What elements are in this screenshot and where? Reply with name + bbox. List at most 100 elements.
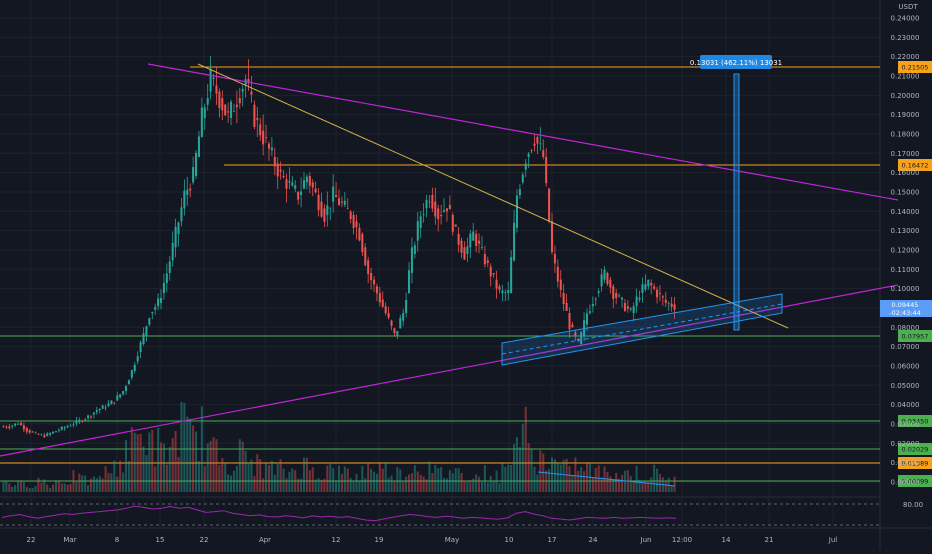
volume-bar (653, 464, 656, 492)
candle-body (443, 210, 446, 212)
price-tick-label: 0.00000 (891, 478, 920, 486)
candle-body (440, 215, 443, 217)
volume-bar (515, 437, 519, 492)
candle-body (550, 221, 554, 253)
volume-bar (498, 482, 501, 492)
candle-body (63, 427, 66, 429)
volume-bar (375, 473, 378, 492)
time-tick-label: 19 (375, 536, 384, 544)
volume-bar (17, 481, 20, 492)
candle-body (136, 356, 139, 362)
candle-body (159, 298, 163, 303)
volume-bar (247, 464, 250, 492)
candle-body (405, 299, 408, 313)
volume-bar (232, 470, 235, 492)
volume-bar (291, 468, 294, 492)
volume-bar (87, 485, 90, 492)
candle-body (294, 185, 297, 189)
volume-bar (419, 474, 422, 492)
volume-bar (483, 465, 486, 492)
candle-body (454, 224, 457, 227)
volume-bar (337, 465, 341, 492)
volume-bar (600, 477, 603, 492)
volume-bar (518, 447, 521, 492)
volume-bar (133, 432, 136, 492)
volume-bar (57, 480, 60, 492)
candle-body (282, 176, 285, 178)
volume-bar (37, 477, 40, 492)
volume-bar (270, 460, 273, 492)
candle-body (291, 182, 294, 186)
candle-body (46, 433, 49, 436)
volume-bar (352, 480, 355, 492)
candle-body (390, 320, 393, 326)
lower-trendline[interactable] (0, 284, 899, 457)
volume-bar (656, 468, 659, 492)
candle-body (451, 215, 454, 232)
candle-body (612, 286, 615, 299)
measure-range[interactable] (733, 73, 740, 331)
candle-body (332, 186, 335, 202)
candle-body (311, 182, 314, 188)
volume-bar (154, 466, 157, 492)
candle-body (314, 188, 317, 193)
candle-body (110, 400, 113, 405)
candle-body (43, 435, 46, 438)
candle-body (580, 332, 583, 344)
volume-bar (323, 478, 326, 492)
level-tag-label: 0.16472 (902, 162, 929, 170)
volume-bar (171, 438, 174, 492)
time-axis[interactable]: 22 Mar 8 15 22 Apr 12 19 May 10 17 24 Jun 12:00 14 21 Ju… (27, 536, 838, 544)
volume-bar (606, 472, 609, 492)
volume-bar (530, 449, 533, 492)
candles (2, 55, 676, 438)
volume-bar (612, 479, 615, 492)
candle-body (174, 226, 177, 248)
time-tick-label: 15 (156, 536, 165, 544)
candle-body (89, 416, 93, 418)
volume-bar (513, 444, 516, 492)
volume-bar (116, 476, 119, 492)
candle-body (247, 79, 250, 84)
candle-body (615, 293, 618, 298)
volume-bar (25, 486, 28, 492)
candle-body (483, 254, 486, 265)
volume-bar (445, 478, 448, 492)
volume-bar (8, 483, 11, 492)
price-tick-label: 0.18000 (891, 130, 920, 138)
volume-bar (370, 468, 373, 492)
candle-body (279, 169, 282, 172)
candle-body (533, 143, 536, 146)
time-tick-label: 22 (27, 536, 36, 544)
candle-body (145, 326, 148, 336)
volume-bar (127, 461, 130, 492)
price-tick-label: 0.02000 (891, 440, 920, 448)
descending-trendline[interactable] (197, 63, 789, 329)
volume-bar (66, 484, 69, 492)
volume-bar (618, 478, 621, 492)
price-tick-label: 0.06000 (891, 362, 920, 370)
candle-body (600, 274, 603, 287)
candle-body (302, 180, 306, 189)
candle-body (416, 221, 419, 241)
level-tag-label: 0.01389 (902, 460, 929, 468)
volume-bar (434, 465, 437, 492)
candle-body (320, 201, 323, 217)
volume-bar (422, 476, 425, 492)
candle-countdown: -02:43:44 (889, 309, 921, 317)
volume-bar (297, 478, 300, 492)
time-tick-label: Jul (828, 536, 838, 544)
candle-body (288, 181, 291, 183)
candle-body (434, 201, 437, 217)
volume-bar (212, 437, 215, 492)
upper-trendline[interactable] (147, 63, 899, 201)
candle-body (495, 279, 498, 289)
volume-bar (300, 478, 303, 492)
candle-body (259, 124, 262, 136)
rsi-line (1, 505, 677, 522)
volume-bar (326, 465, 329, 492)
candle-body (256, 118, 259, 120)
candle-body (119, 394, 122, 398)
volume-bar (454, 468, 457, 492)
